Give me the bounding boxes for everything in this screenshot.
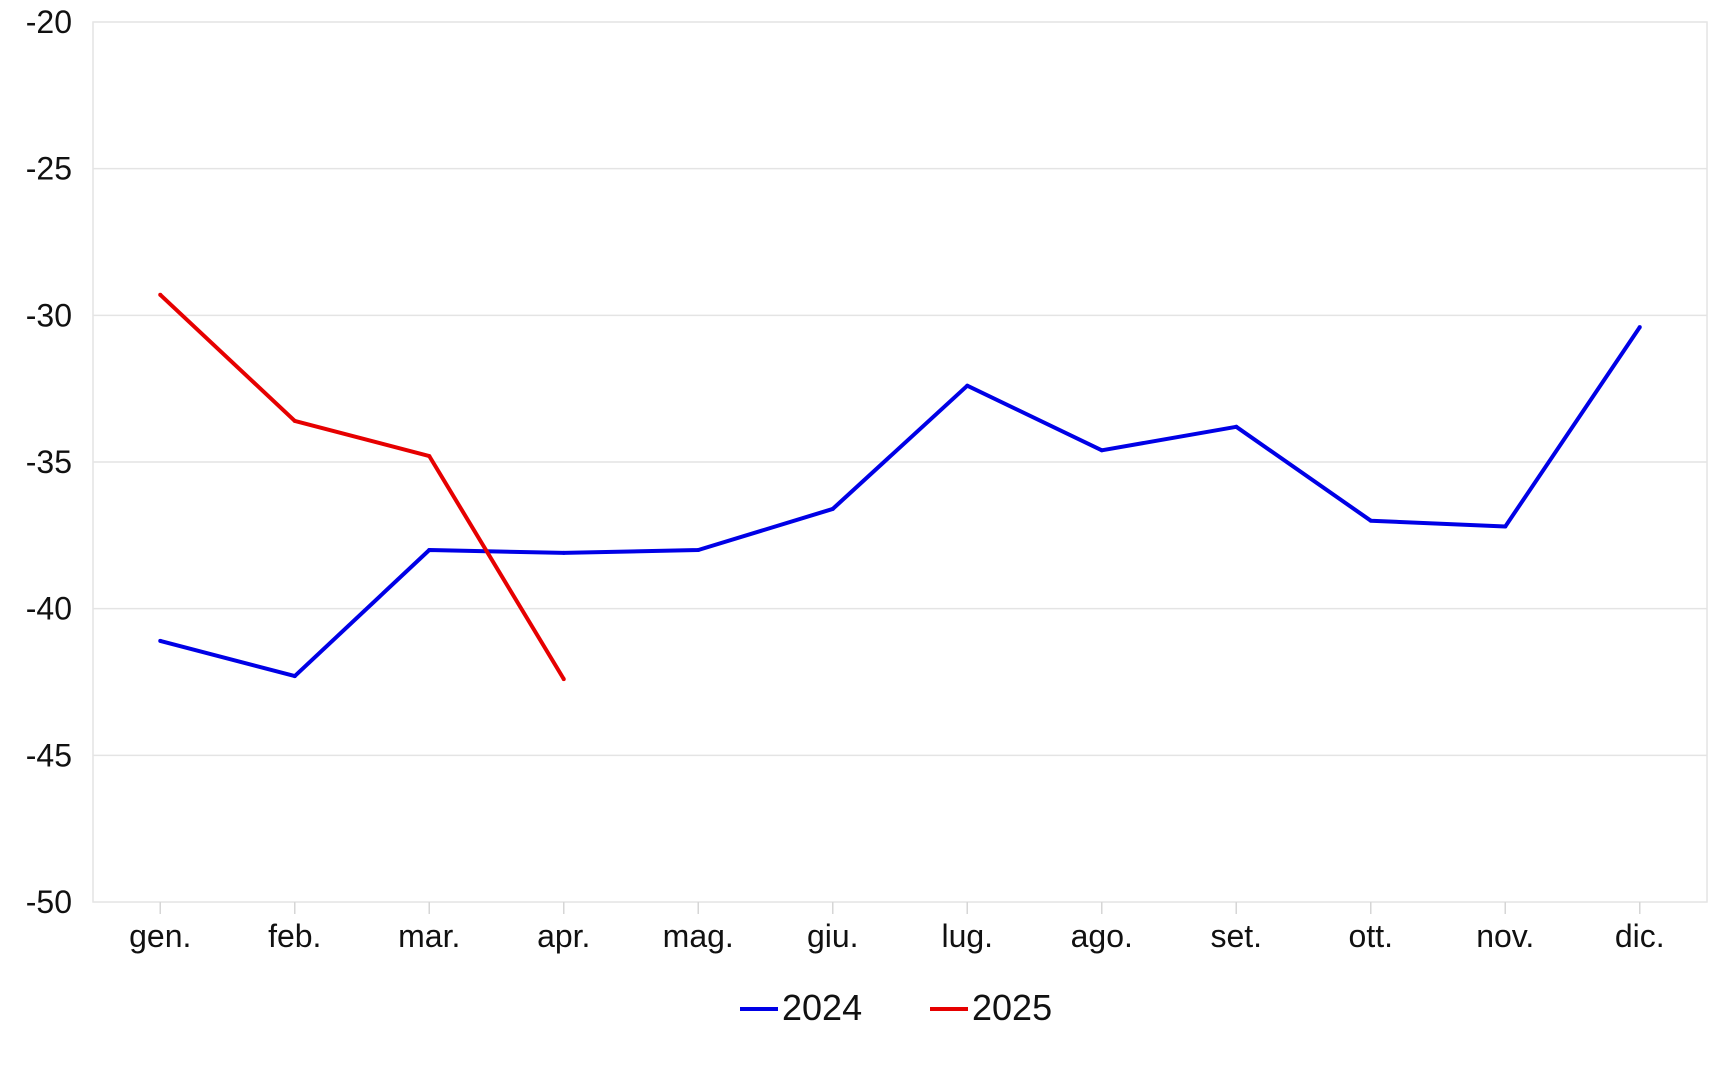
data-point-2024 xyxy=(292,674,297,679)
x-tick-label: giu. xyxy=(807,918,859,954)
y-tick-label: -35 xyxy=(26,444,72,480)
data-point-2024 xyxy=(1234,424,1239,429)
data-point-2025 xyxy=(158,292,163,297)
data-point-2025 xyxy=(561,677,566,682)
y-tick-label: -20 xyxy=(26,4,72,40)
series-line-2024 xyxy=(159,325,1642,679)
y-tick-label: -25 xyxy=(26,151,72,187)
y-tick-label: -45 xyxy=(26,737,72,773)
data-point-2024 xyxy=(427,548,432,552)
x-tick-label: ott. xyxy=(1349,918,1393,954)
data-point-2024 xyxy=(1503,524,1508,529)
x-tick-label: apr. xyxy=(537,918,590,954)
legend-label-2024: 2024 xyxy=(782,987,862,1028)
x-tick-label: lug. xyxy=(941,918,993,954)
data-point-2025 xyxy=(427,454,432,459)
data-point-2024 xyxy=(830,506,835,511)
data-point-2024 xyxy=(561,550,566,555)
x-tick-label: mag. xyxy=(663,918,734,954)
data-point-2024 xyxy=(696,548,701,552)
x-tick-label: mar. xyxy=(398,918,460,954)
y-tick-label: -30 xyxy=(26,297,72,333)
legend-label-2025: 2025 xyxy=(972,987,1052,1028)
x-tick-label: feb. xyxy=(268,918,321,954)
x-tick-label: nov. xyxy=(1476,918,1534,954)
x-tick-label: gen. xyxy=(129,918,191,954)
x-tick-label: ago. xyxy=(1071,918,1133,954)
y-tick-label: -40 xyxy=(26,591,72,627)
data-point-2024 xyxy=(1368,518,1373,523)
series-line-2025 xyxy=(158,293,566,681)
data-point-2024 xyxy=(965,383,970,388)
data-point-2024 xyxy=(1637,325,1642,330)
data-point-2024 xyxy=(1099,448,1104,453)
y-tick-label: -50 xyxy=(26,884,72,920)
x-tick-label: set. xyxy=(1210,918,1262,954)
x-tick-label: dic. xyxy=(1615,918,1665,954)
data-point-2024 xyxy=(158,638,163,643)
data-point-2025 xyxy=(292,418,297,423)
